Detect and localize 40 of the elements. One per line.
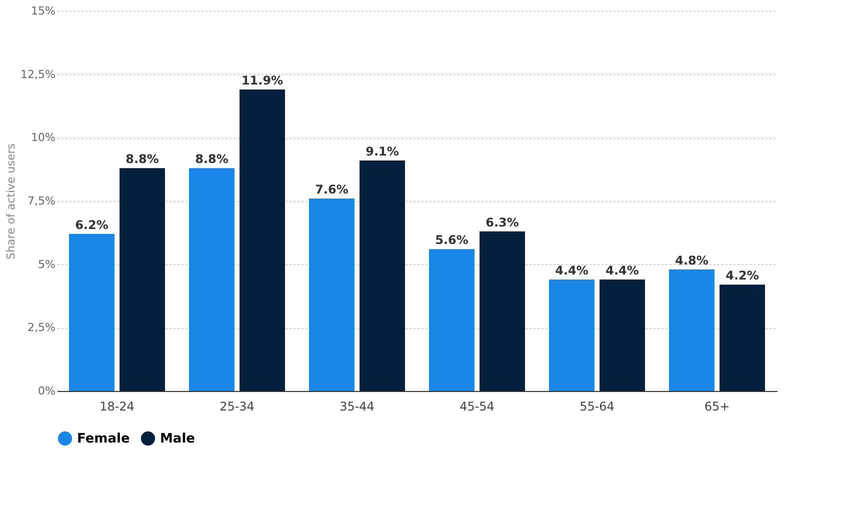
y-tick-label: 0% <box>38 384 56 398</box>
data-label: 8.8% <box>195 152 228 166</box>
bar <box>189 168 234 391</box>
y-tick-label: 5% <box>38 258 56 271</box>
y-tick-label: 2,5% <box>28 321 56 334</box>
data-label: 7.6% <box>315 182 348 196</box>
bar <box>309 198 354 391</box>
y-tick-label: 7,5% <box>28 194 56 208</box>
bar <box>720 284 765 391</box>
x-tick-label: 35-44 <box>340 400 374 414</box>
data-label: 4.4% <box>555 264 588 278</box>
bar <box>600 280 645 391</box>
bar <box>549 280 594 391</box>
x-tick-label: 65+ <box>704 400 730 414</box>
bar <box>669 269 714 391</box>
data-label: 6.3% <box>486 215 519 230</box>
data-label: 6.2% <box>75 218 108 232</box>
bar <box>240 90 285 391</box>
data-label: 8.8% <box>126 152 159 166</box>
y-axis-title: Share of active users <box>4 143 18 260</box>
data-label: 4.2% <box>726 268 759 283</box>
x-tick-label: 55-64 <box>580 400 614 414</box>
x-tick-label: 45-54 <box>460 400 494 414</box>
data-label: 9.1% <box>366 144 399 158</box>
legend-label: Female <box>77 431 130 446</box>
bar <box>480 231 525 391</box>
bar <box>120 168 165 391</box>
y-tick-label: 10% <box>31 131 56 144</box>
bar <box>429 249 474 391</box>
bar <box>69 234 114 391</box>
data-label: 5.6% <box>435 233 468 248</box>
data-label: 4.8% <box>675 253 708 268</box>
data-label: 11.9% <box>241 74 284 88</box>
y-tick-label: 12,5% <box>20 68 56 81</box>
x-tick-label: 18-24 <box>100 400 134 414</box>
legend-label: Male <box>160 431 196 446</box>
x-tick-label: 25-34 <box>220 400 254 414</box>
bar <box>360 160 405 391</box>
data-label: 4.4% <box>606 264 639 278</box>
y-tick-label: 15% <box>31 4 56 18</box>
